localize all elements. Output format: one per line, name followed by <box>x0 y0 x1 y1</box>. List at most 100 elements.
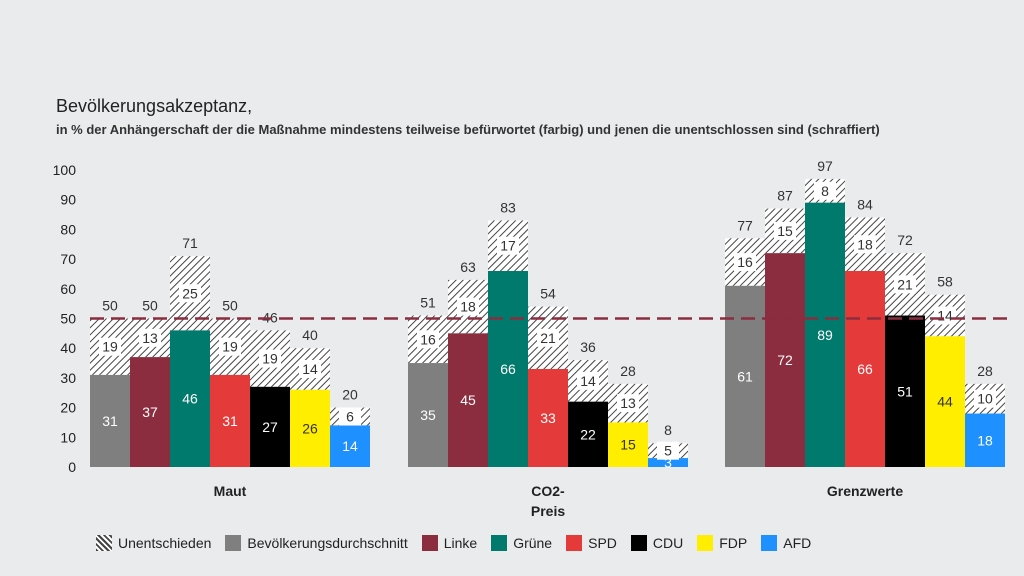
undecided-label-box <box>537 328 559 347</box>
bar-approve <box>290 389 330 467</box>
category-label: Grenzwerte <box>827 483 903 499</box>
y-axis: 0 10 20 30 40 50 60 70 80 90 100 <box>53 162 77 475</box>
undecided-value-label: 18 <box>857 236 873 252</box>
total-value-label: 77 <box>737 217 753 233</box>
bar-value-label: 51 <box>897 383 913 399</box>
undecided-value-label: 8 <box>821 183 829 199</box>
undecided-label-box <box>219 337 241 356</box>
bar-approve <box>408 363 448 467</box>
undecided-value-label: 16 <box>737 254 753 270</box>
bar-value-label: 61 <box>737 368 753 384</box>
undecided-value-label: 5 <box>664 443 672 459</box>
bar-value-label: 35 <box>420 407 436 423</box>
total-value-label: 50 <box>142 298 158 314</box>
total-value-label: 28 <box>620 363 636 379</box>
bar-value-label: 22 <box>580 426 596 442</box>
total-value-label: 36 <box>580 339 596 355</box>
chart-subtitle: in % der Anhängerschaft der die Maßnahme… <box>56 122 880 137</box>
bar-approve <box>965 413 1005 467</box>
undecided-value-label: 13 <box>620 395 636 411</box>
undecided-label-box <box>854 235 876 254</box>
bar-value-label: 66 <box>857 361 873 377</box>
total-value-label: 40 <box>302 327 318 343</box>
legend-swatch <box>630 535 647 551</box>
category-label: CO2- <box>531 483 565 499</box>
bar-approve <box>845 270 885 467</box>
undecided-value-label: 14 <box>580 373 596 389</box>
legend-swatch <box>697 535 714 551</box>
bar-value-label: 72 <box>777 352 793 368</box>
undecided-value-label: 14 <box>302 361 318 377</box>
undecided-value-label: 10 <box>977 391 993 407</box>
bar-value-label: 37 <box>142 404 158 420</box>
bar-value-label: 31 <box>102 413 118 429</box>
category-label: Preis <box>531 503 565 519</box>
bar-value-label: 31 <box>222 413 238 429</box>
total-value-label: 51 <box>420 295 436 311</box>
bar-approve <box>210 374 250 467</box>
legend-item: Bevölkerungsdurchschnitt <box>225 535 408 551</box>
undecided-value-label: 16 <box>420 331 436 347</box>
undecided-label-box <box>417 330 439 349</box>
legend-item: AFD <box>761 535 811 551</box>
y-tick-label: 30 <box>60 370 76 386</box>
legend-swatch <box>421 535 438 551</box>
bar-approve <box>130 357 170 467</box>
undecided-value-label: 19 <box>262 351 278 367</box>
undecided-label-box <box>497 236 519 255</box>
undecided-value-label: 13 <box>142 330 158 346</box>
undecided-label-box <box>617 394 639 413</box>
bar-value-label: 46 <box>182 391 198 407</box>
undecided-value-label: 17 <box>500 238 516 254</box>
legend-label: SPD <box>588 535 617 551</box>
undecided-label-box <box>657 441 679 460</box>
bar-approve <box>448 333 488 467</box>
legend-swatch <box>491 535 508 551</box>
legend-item: FDP <box>697 535 747 551</box>
bar-approve <box>608 422 648 467</box>
total-value-label: 20 <box>342 387 358 403</box>
undecided-value-label: 21 <box>540 330 556 346</box>
undecided-label-box <box>179 284 201 303</box>
bar-approve <box>488 270 528 467</box>
legend-item: Unentschieden <box>96 535 211 551</box>
legend-label: AFD <box>783 535 812 551</box>
undecided-label-box <box>139 328 161 347</box>
undecided-label-box <box>814 181 836 200</box>
y-tick-label: 0 <box>68 459 76 475</box>
legend: Unentschieden Bevölkerungsdurchschnitt Lin… <box>96 535 811 551</box>
bar-value-label: 3 <box>664 455 672 471</box>
bar-approve <box>170 330 210 467</box>
legend-label: Linke <box>443 535 478 551</box>
total-value-label: 50 <box>102 298 118 314</box>
undecided-label-box <box>259 349 281 368</box>
total-value-label: 50 <box>222 298 238 314</box>
undecided-value-label: 14 <box>937 308 953 324</box>
undecided-label-box <box>99 337 121 356</box>
y-tick-label: 50 <box>60 311 76 327</box>
bar-value-label: 27 <box>262 419 278 435</box>
bar-approve <box>925 336 965 467</box>
undecided-label-box <box>894 275 916 294</box>
y-tick-label: 90 <box>60 192 76 208</box>
bar-approve <box>885 315 925 467</box>
y-tick-label: 60 <box>60 281 76 297</box>
total-value-label: 97 <box>817 158 833 174</box>
legend-label: CDU <box>652 535 684 551</box>
legend-label: FDP <box>719 535 748 551</box>
bar-approve <box>648 458 688 467</box>
y-tick-label: 70 <box>60 251 76 267</box>
legend-swatch <box>96 535 112 551</box>
total-value-label: 71 <box>182 235 198 251</box>
bar-value-label: 66 <box>500 361 516 377</box>
legend-swatch <box>761 535 778 551</box>
undecided-label-box <box>774 221 796 240</box>
bar-approve <box>90 374 130 467</box>
total-value-label: 84 <box>857 197 873 213</box>
undecided-value-label: 21 <box>897 276 913 292</box>
chart-title: Bevölkerungsakzeptanz, <box>56 96 253 116</box>
bar-approve <box>765 253 805 467</box>
category-label: Maut <box>214 483 247 499</box>
bar-approve <box>805 202 845 468</box>
